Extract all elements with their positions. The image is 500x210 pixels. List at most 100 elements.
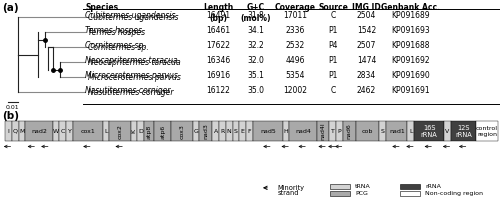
Text: control
region: control region [476,126,498,137]
Text: P1: P1 [328,56,338,64]
Text: 2504: 2504 [356,10,376,20]
FancyBboxPatch shape [226,121,232,142]
Text: P1: P1 [328,71,338,80]
FancyBboxPatch shape [400,184,420,189]
Text: T: T [331,129,334,134]
Text: E: E [241,129,244,134]
Text: Neocapritermes taracua: Neocapritermes taracua [85,56,178,64]
Text: Genbank Acc.: Genbank Acc. [380,3,440,12]
FancyBboxPatch shape [330,191,350,196]
FancyBboxPatch shape [138,121,144,142]
Text: Coverage: Coverage [275,3,316,12]
Text: Source: Source [318,3,348,12]
Text: nad2: nad2 [31,129,47,134]
Text: 2507: 2507 [356,41,376,50]
Text: Cornitermes sp.: Cornitermes sp. [85,41,146,50]
Text: Non-coding region: Non-coding region [425,191,483,196]
Text: 0.01: 0.01 [6,105,20,110]
Text: 32.2: 32.2 [248,41,264,50]
Text: R: R [220,129,224,134]
FancyBboxPatch shape [110,121,130,142]
Text: nad5: nad5 [260,129,276,134]
Text: 16122: 16122 [206,86,230,94]
FancyBboxPatch shape [144,121,154,142]
FancyBboxPatch shape [336,121,343,142]
Text: C: C [330,86,336,94]
Text: Y: Y [68,129,71,134]
FancyBboxPatch shape [102,121,110,142]
FancyBboxPatch shape [246,121,253,142]
Text: V: V [446,129,450,134]
Text: F: F [248,129,252,134]
FancyBboxPatch shape [60,121,66,142]
FancyBboxPatch shape [451,121,476,142]
Text: PCG: PCG [355,191,368,196]
FancyBboxPatch shape [356,121,380,142]
FancyBboxPatch shape [253,121,282,142]
Text: P4: P4 [328,41,338,50]
Text: I: I [8,129,10,134]
FancyBboxPatch shape [240,121,246,142]
FancyBboxPatch shape [26,121,52,142]
Text: 16491: 16491 [206,10,230,20]
FancyBboxPatch shape [66,121,73,142]
Text: 1474: 1474 [356,56,376,64]
Text: Cornitermes sp.: Cornitermes sp. [88,43,148,52]
FancyBboxPatch shape [172,121,192,142]
Text: Length
(bp): Length (bp) [203,3,234,23]
FancyBboxPatch shape [192,121,200,142]
Text: 16346: 16346 [206,56,231,64]
Text: (a): (a) [2,3,19,13]
Text: 32.0: 32.0 [248,56,264,64]
Text: Cubitermes ugandensis: Cubitermes ugandensis [88,13,178,22]
FancyBboxPatch shape [18,121,26,142]
Text: Q: Q [12,129,18,134]
Text: cox3: cox3 [180,124,184,139]
Text: H: H [284,129,288,134]
FancyBboxPatch shape [380,121,386,142]
Text: 16916: 16916 [206,71,230,80]
Text: atp8: atp8 [147,124,152,139]
Text: L: L [104,129,108,134]
Text: 35.1: 35.1 [248,71,264,80]
FancyBboxPatch shape [52,121,60,142]
FancyBboxPatch shape [219,121,226,142]
Text: A: A [214,129,218,134]
Text: M: M [20,129,24,134]
Text: KP091692: KP091692 [391,56,430,64]
Text: nad6: nad6 [347,123,352,139]
Text: P: P [338,129,342,134]
Text: 12002: 12002 [284,86,308,94]
Text: cob: cob [362,129,374,134]
Text: 17622: 17622 [206,41,230,50]
Text: Cubitermes ugandensis: Cubitermes ugandensis [85,10,176,20]
FancyBboxPatch shape [316,121,330,142]
Text: K: K [132,129,136,133]
Text: P1: P1 [328,26,338,34]
FancyBboxPatch shape [343,121,355,142]
Text: L: L [409,129,412,134]
Text: Termes hospes: Termes hospes [85,26,142,34]
FancyBboxPatch shape [130,121,138,142]
Text: 2336: 2336 [286,26,305,34]
Text: Species: Species [85,3,118,12]
Text: Nasutitermes corniger: Nasutitermes corniger [88,88,173,97]
Text: C: C [330,10,336,20]
Text: 5354: 5354 [286,71,305,80]
FancyBboxPatch shape [400,191,420,196]
Text: Microcerotermes parvus: Microcerotermes parvus [88,73,180,82]
Text: W: W [53,129,59,134]
FancyBboxPatch shape [73,121,102,142]
Text: 2532: 2532 [286,41,305,50]
Text: N: N [227,129,232,134]
Text: 12S
rRNA: 12S rRNA [455,125,472,138]
Text: C: C [60,129,65,134]
Text: KP091690: KP091690 [391,71,430,80]
FancyBboxPatch shape [414,121,444,142]
Text: 1542: 1542 [357,26,376,34]
Text: Neocapritermes taracua: Neocapritermes taracua [88,58,180,67]
FancyBboxPatch shape [212,121,219,142]
Text: G: G [194,129,198,134]
Text: (b): (b) [2,111,20,121]
Text: 17011: 17011 [284,10,308,20]
